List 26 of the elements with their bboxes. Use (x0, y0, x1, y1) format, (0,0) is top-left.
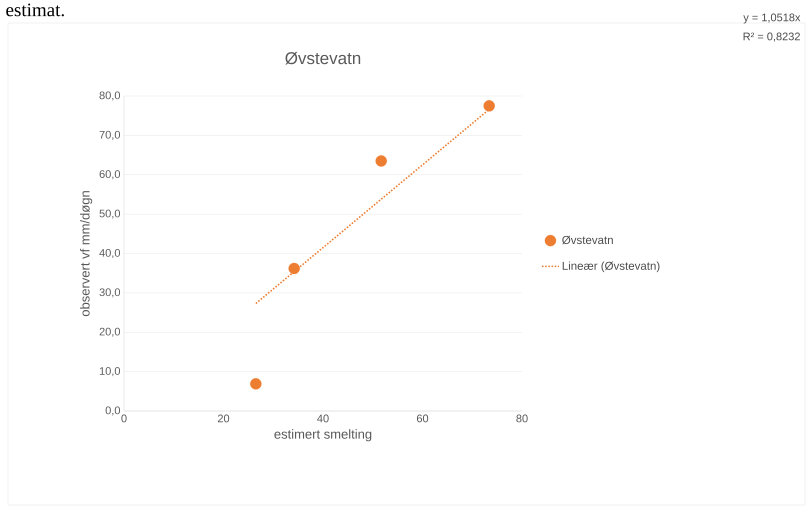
x-tick-label: 40 (317, 414, 329, 422)
point (288, 262, 300, 274)
y-tick-label: 80,0 (100, 91, 120, 101)
y-tick-label: 20,0 (100, 328, 120, 337)
point (483, 100, 495, 112)
text: estimat. (6, 4, 64, 16)
text: y = 1,0518x (743, 14, 800, 24)
x-axis-title: estimert smelting (274, 429, 372, 442)
point (250, 378, 262, 390)
legend-label: Lineær (Øvstevatn) (562, 261, 660, 272)
y-tick-label: 70,0 (100, 130, 120, 140)
y-axis-title: observert vf mm/døgn (80, 191, 92, 316)
y-tick-label: 10,0 (100, 367, 120, 376)
x-tick-label: 60 (416, 414, 428, 422)
y-tick-label: 60,0 (100, 170, 120, 180)
chart-title: Øvstevatn (285, 52, 360, 64)
y-tick-label: 30,0 (99, 288, 120, 298)
x-tick-label: 0 (121, 414, 127, 422)
y-tick-label: 0,0 (106, 406, 120, 416)
x-tick-label: 20 (218, 414, 230, 422)
x-tick-label: 80 (516, 414, 528, 422)
legend-label: Øvstevatn (562, 236, 613, 244)
y-tick-label: 40,0 (99, 248, 120, 258)
text: R² = 0,8232 (744, 32, 800, 42)
point (376, 155, 387, 167)
y-tick-label: 50,0 (100, 210, 120, 219)
